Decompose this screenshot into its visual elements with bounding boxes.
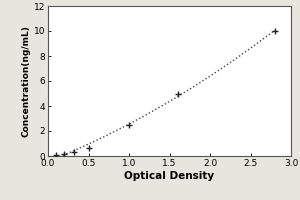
X-axis label: Optical Density: Optical Density	[124, 171, 214, 181]
Y-axis label: Concentration(ng/mL): Concentration(ng/mL)	[22, 25, 31, 137]
